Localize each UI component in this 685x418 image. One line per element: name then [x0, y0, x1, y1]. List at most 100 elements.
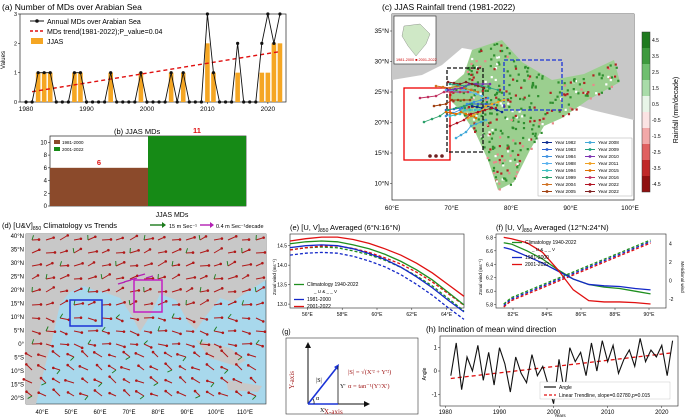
rainfall-trend-dot [496, 113, 499, 116]
wind-vector-clim [45, 330, 56, 333]
rainfall-trend-dot [478, 50, 481, 53]
rainfall-trend-dot [617, 79, 620, 82]
rainfall-trend-dot [467, 73, 470, 76]
wind-vector-trend [210, 382, 215, 388]
rainfall-trend-dot [586, 92, 589, 96]
rainfall-trend-dot [605, 83, 608, 86]
rainfall-trend-dot [509, 100, 512, 103]
rainfall-trend-dot [522, 98, 525, 101]
c-lat-label: 10°N [374, 180, 389, 188]
rainfall-trend-dot [468, 78, 471, 81]
md-track-point [476, 90, 480, 94]
wind-vector-clim [135, 352, 145, 358]
wind-vector-head [109, 317, 113, 321]
rainfall-trend-dot [504, 55, 507, 58]
wind-vector-head [191, 366, 194, 369]
wind-vector-head [80, 287, 83, 291]
md-track-point [490, 106, 494, 110]
wind-vector-trend [224, 369, 229, 374]
rainfall-trend-dot [476, 81, 479, 84]
h-ytick-label: -1 [432, 392, 438, 398]
wind-vector-clim [177, 353, 187, 358]
rainfall-trend-dot [501, 132, 504, 135]
rainfall-trend-dot [480, 49, 483, 53]
wind-vector-clim [65, 379, 75, 384]
rainfall-trend-dot [498, 188, 501, 191]
trend-vector-significant [123, 279, 132, 283]
rainfall-trend-dot [538, 122, 541, 125]
rainfall-trend-dot [471, 57, 474, 61]
rainfall-trend-dot [488, 150, 491, 154]
panel-d-lat-ticks: 40°N 35°N 30°N 25°N 20°N 15°N 10°N 5°N 0° 5°S 10°S… [11, 234, 25, 402]
ytick-label: 14.0 [277, 263, 287, 269]
wind-vector-trend [111, 369, 117, 374]
wind-vector-clim [94, 379, 103, 384]
wind-vector-head [108, 375, 111, 378]
rainfall-trend-dot [567, 113, 571, 116]
wind-vector-head [93, 300, 96, 304]
wind-vector-head [149, 331, 153, 334]
wind-vector-trend [84, 395, 89, 401]
xtick-label: 58°E [337, 312, 349, 318]
wind-vector-clim [255, 286, 264, 293]
wind-vector-head [79, 277, 83, 280]
md-track-point [438, 114, 442, 118]
legend-marker [588, 169, 592, 172]
rainfall-trend-dot [517, 120, 520, 123]
wind-vector-clim [150, 377, 159, 384]
wind-vector-clim [171, 274, 180, 280]
legend-label: 1981-2000 [525, 255, 549, 261]
wind-vector-clim [192, 367, 201, 371]
rainfall-trend-dot [459, 99, 462, 102]
wind-vector-clim [143, 277, 154, 280]
md-track-point [453, 87, 457, 91]
y2tick-label: 4 [669, 241, 672, 247]
rainfall-trend-dot [471, 64, 475, 67]
md-track-point [446, 108, 450, 112]
rainfall-trend-dot [541, 75, 544, 78]
rainfall-trend-dot [582, 77, 585, 81]
c-lat-label: 20°N [374, 119, 389, 127]
rainfall-trend-dot [489, 148, 492, 151]
md-track-point [456, 98, 460, 102]
rainfall-trend-dot [492, 166, 496, 170]
wind-vector-clim [248, 392, 257, 397]
wind-vector-head [66, 343, 70, 346]
wind-vector-head [37, 391, 41, 395]
legend-extra: _ U & _ _ V [313, 289, 337, 294]
wind-vector-clim [31, 263, 41, 267]
wind-vector-head [95, 363, 99, 367]
rainfall-trend-dot [509, 183, 513, 186]
wind-vector-head [192, 261, 195, 265]
rainfall-trend-dot [537, 125, 540, 128]
rainfall-trend-dot [534, 132, 537, 135]
wind-vector-trend [31, 235, 34, 241]
rainfall-trend-dot [483, 146, 486, 149]
rainfall-trend-dot [498, 145, 501, 148]
rainfall-trend-dot [452, 100, 455, 103]
rainfall-trend-dot [508, 172, 511, 175]
rainfall-trend-dot [551, 122, 554, 125]
rainfall-trend-dot [470, 70, 473, 73]
md-track-point [464, 112, 468, 116]
md-track-point [479, 98, 483, 102]
wind-vector-clim [227, 301, 236, 306]
wind-vector-head [108, 273, 112, 276]
colorbar-segment [642, 128, 650, 144]
rainfall-trend-dot [512, 139, 515, 142]
wind-vector-head [205, 390, 209, 394]
md-track-point [458, 82, 462, 86]
xtick-label: 82°E [508, 312, 520, 318]
rainfall-trend-dot [506, 55, 509, 58]
md-track-point [462, 104, 466, 108]
wind-vector-head [220, 376, 223, 380]
wind-vector-head [66, 234, 70, 237]
wind-vector-clim [165, 363, 173, 371]
d-lat-label: 30°N [11, 261, 24, 267]
rainfall-trend-dot [507, 136, 510, 139]
wind-vector-clim [206, 353, 215, 358]
annual-mds-point [217, 100, 222, 104]
rainfall-trend-dot [575, 108, 578, 111]
angle-equation: α = tan⁻¹(Y'/X') [348, 383, 390, 390]
rainfall-trend-dot [519, 149, 522, 152]
